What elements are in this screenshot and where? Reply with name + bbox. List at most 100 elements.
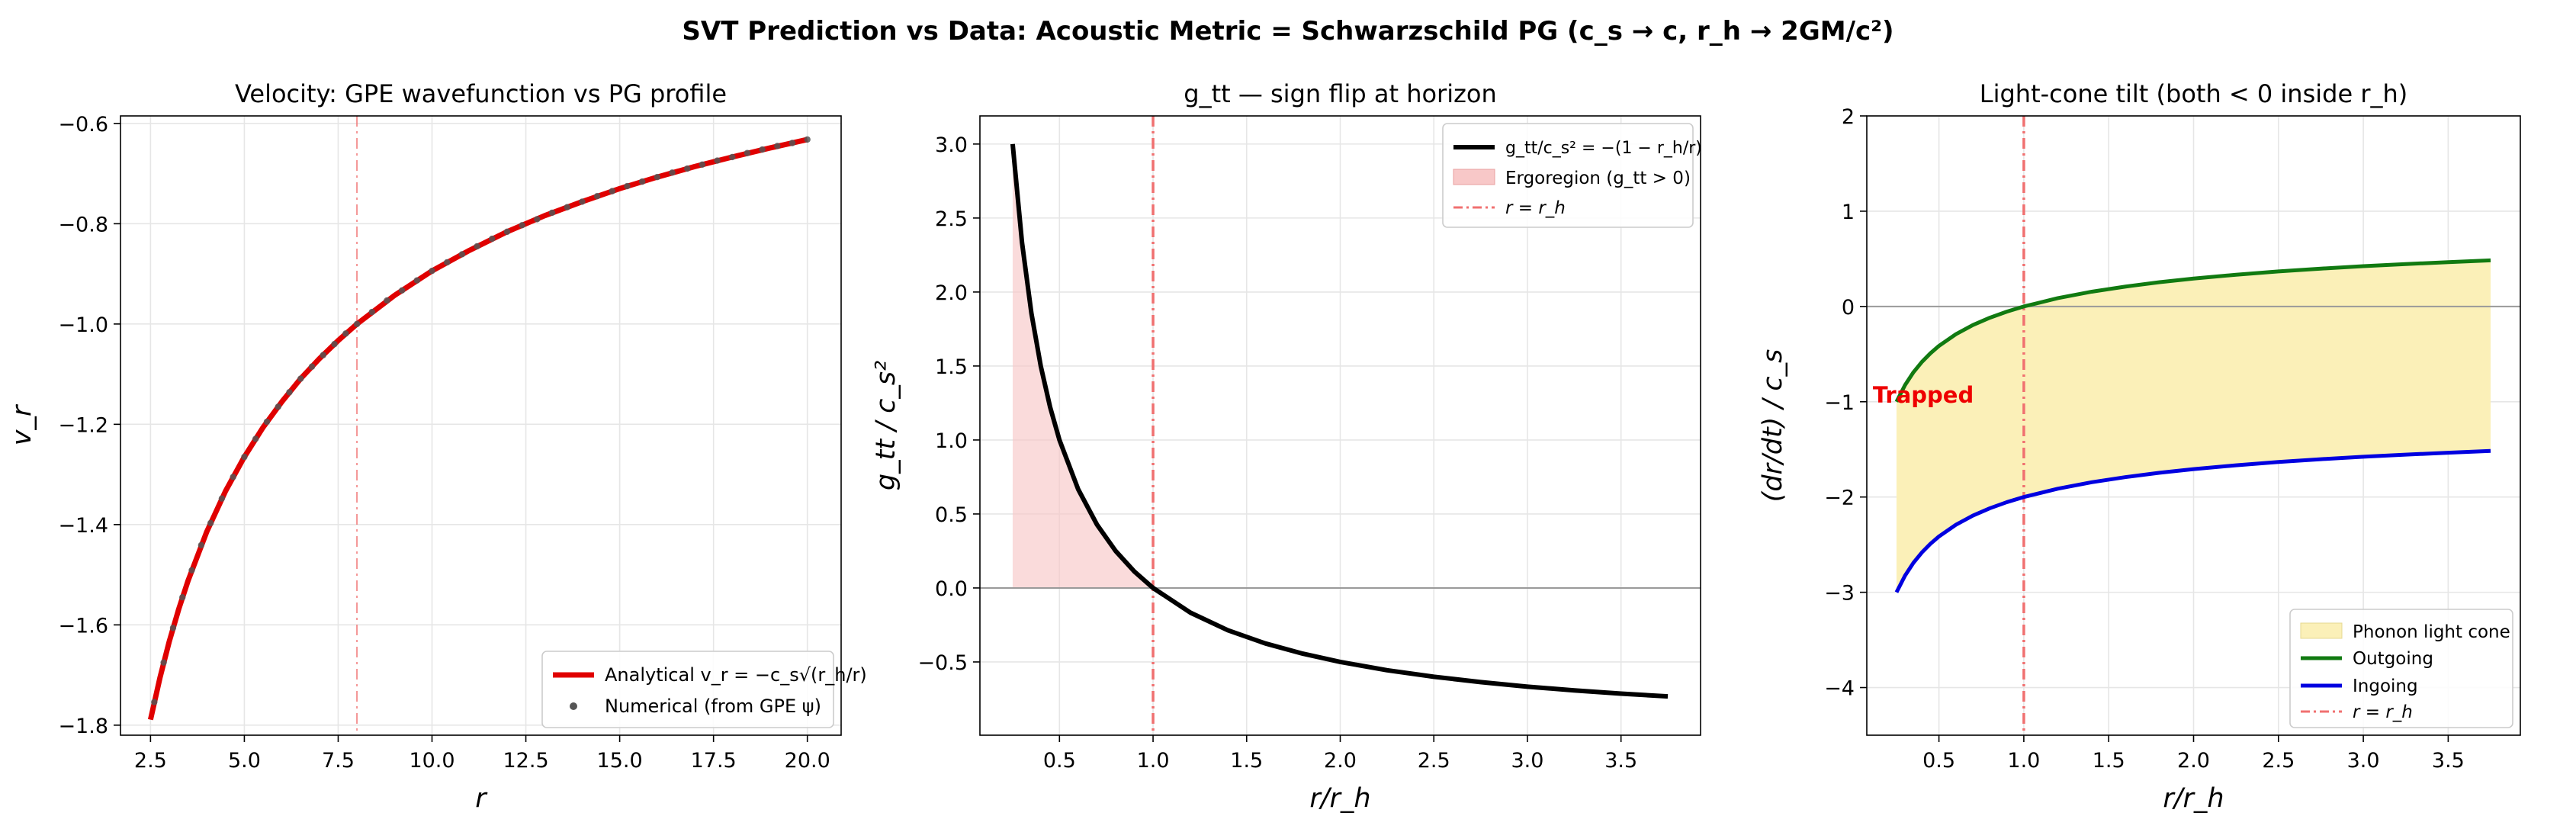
y-tick-label: 2.0 — [935, 281, 968, 305]
x-tick-label: 2.5 — [134, 749, 167, 773]
numerical-point — [593, 192, 601, 200]
numerical-point — [714, 157, 721, 164]
panel-velocity: 2.5 5.0 7.5 10.0 12.5 15.0 17.5 20.0 −1.8 −1.6 −1.… — [7, 79, 867, 814]
y-tick-label: −3 — [1824, 582, 1855, 606]
outgoing-curve — [1894, 258, 2491, 403]
ticks: 0.5 1.0 1.5 2.0 2.5 3.0 3.5 −4 −3 −2 −1 0 1 2 — [1824, 105, 2465, 773]
panel-title: g_tt — sign flip at horizon — [1184, 79, 1497, 108]
ergoregion-fill — [1012, 143, 1154, 588]
x-tick-label: 2.0 — [2177, 749, 2210, 773]
y-tick-label: 1.0 — [935, 429, 968, 453]
x-tick-label: 20.0 — [785, 749, 830, 773]
x-tick-label: 3.5 — [2432, 749, 2465, 773]
numerical-point — [699, 161, 706, 168]
numerical-point — [230, 474, 236, 480]
ticks: 0.5 1.0 1.5 2.0 2.5 3.0 3.5 −0.5 0.0 0.5 1.0 1.5 2.0… — [917, 133, 1637, 773]
light-cone-fill — [1896, 260, 2491, 593]
numerical-point — [263, 418, 271, 426]
y-tick-label: −4 — [1824, 677, 1855, 701]
x-axis-label: r/r_h — [1309, 783, 1370, 814]
numerical-point — [308, 363, 316, 370]
ticks: 2.5 5.0 7.5 10.0 12.5 15.0 17.5 20.0 −1.8 −1.6 −1.… — [58, 113, 830, 773]
y-tick-label: −0.5 — [917, 651, 968, 675]
legend: Phonon light cone Outgoing Ingoing r = r_h — [2289, 609, 2513, 728]
x-tick-label: 10.0 — [409, 749, 454, 773]
x-tick-label: 0.5 — [1922, 749, 1955, 773]
numerical-point — [609, 188, 615, 194]
y-tick-label: 3.0 — [935, 133, 968, 157]
y-tick-label: −1 — [1824, 391, 1855, 415]
legend-ingoing-label: Ingoing — [2353, 676, 2418, 696]
y-tick-label: −1.0 — [58, 313, 108, 337]
numerical-point — [429, 267, 435, 275]
numerical-point — [774, 143, 781, 149]
panel-lightcone: Trapped 0.5 1.0 1.5 2.0 2.5 3.0 3.5 −4 −3 −2 −1 0 1 2 L… — [1758, 79, 2521, 814]
x-tick-label: 12.5 — [503, 749, 549, 773]
numerical-point — [458, 251, 466, 258]
x-tick-label: 1.0 — [2007, 749, 2040, 773]
y-tick-label: 2 — [1842, 105, 1855, 129]
y-axis-label: (dr/dt) / c_s — [1758, 349, 1788, 503]
numerical-point — [331, 340, 338, 348]
ingoing-curve — [1894, 448, 2491, 593]
legend-horizon-label: r = r_h — [2353, 702, 2413, 722]
gtt-curve — [1010, 143, 1669, 699]
legend: Analytical v_r = −c_s√(r_h/r) Numerical (… — [541, 651, 867, 728]
x-tick-label: 3.0 — [2347, 749, 2380, 773]
y-tick-label: 0.5 — [935, 503, 968, 527]
x-tick-label: 2.5 — [1418, 749, 1450, 773]
numerical-point — [744, 149, 751, 156]
numerical-point — [654, 174, 661, 181]
legend-numerical-swatch — [570, 702, 577, 710]
y-axis-label: g_tt / c_s² — [871, 361, 901, 490]
legend-horizon-label: r = r_h — [1505, 198, 1566, 218]
legend-analytical-label: Analytical v_r = −c_s√(r_h/r) — [605, 664, 867, 686]
y-tick-label: 0 — [1842, 296, 1855, 320]
numerical-point — [548, 209, 556, 217]
y-tick-label: −1.8 — [58, 715, 108, 738]
y-tick-label: −1.6 — [58, 614, 108, 638]
legend-ergoregion-swatch — [1453, 169, 1495, 185]
y-tick-label: 1.5 — [935, 355, 968, 379]
numerical-point — [503, 228, 511, 236]
x-tick-label: 17.5 — [691, 749, 737, 773]
numerical-point — [188, 567, 195, 574]
legend-gtt-label: g_tt/c_s² = −(1 − r_h/r) — [1505, 139, 1702, 158]
x-tick-label: 2.5 — [2262, 749, 2295, 773]
numerical-point — [368, 308, 375, 316]
x-tick-label: 2.0 — [1324, 749, 1357, 773]
legend-ergoregion-label: Ergoregion (g_tt > 0) — [1505, 169, 1691, 188]
numerical-point — [275, 403, 281, 410]
numerical-point — [342, 330, 349, 337]
panel-title: Light-cone tilt (both < 0 inside r_h) — [1980, 79, 2407, 108]
legend-cone-label: Phonon light cone — [2353, 622, 2510, 642]
x-tick-label: 7.5 — [322, 749, 355, 773]
numerical-point — [579, 198, 586, 205]
numerical-point — [151, 699, 158, 705]
figure-suptitle: SVT Prediction vs Data: Acoustic Metric … — [682, 16, 1893, 47]
x-tick-label: 1.0 — [1137, 749, 1170, 773]
x-axis-label: r/r_h — [2163, 783, 2224, 814]
legend-outgoing-label: Outgoing — [2353, 649, 2433, 669]
y-tick-label: −0.8 — [58, 213, 108, 236]
y-tick-label: 0.0 — [935, 577, 968, 601]
numerical-point — [320, 352, 326, 358]
numerical-point — [789, 140, 796, 146]
numerical-point — [398, 287, 406, 294]
numerical-point — [759, 146, 766, 153]
legend-frame — [1442, 123, 1694, 228]
y-tick-label: −1.2 — [58, 413, 108, 437]
y-axis-label: v_r — [7, 403, 37, 445]
x-tick-label: 1.5 — [2093, 749, 2125, 773]
numerical-point — [384, 297, 390, 304]
numerical-point — [638, 178, 646, 185]
numerical-point — [207, 519, 214, 527]
numerical-point — [169, 625, 177, 631]
numerical-point — [444, 259, 451, 266]
numerical-point — [179, 593, 186, 601]
panel-gtt: 0.5 1.0 1.5 2.0 2.5 3.0 3.5 −0.5 0.0 0.5 1.0 1.5 2.0… — [871, 79, 1702, 814]
y-tick-label: −2 — [1824, 487, 1855, 510]
numerical-point — [218, 495, 226, 502]
